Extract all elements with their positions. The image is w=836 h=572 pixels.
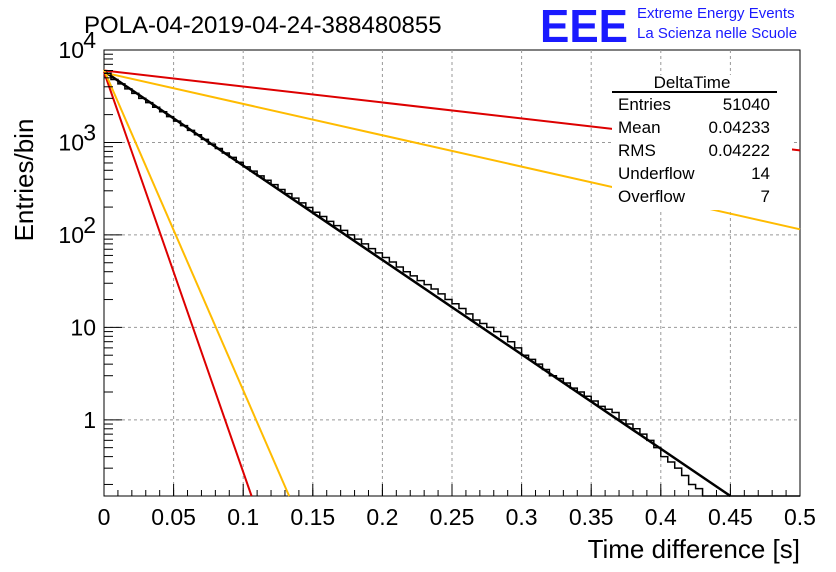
y-tick-label: 10 (58, 37, 84, 63)
logo-letters: EEE (540, 0, 628, 52)
x-tick-label: 0 (98, 504, 111, 530)
stats-label: RMS (618, 141, 656, 160)
stats-value: 0.04222 (709, 141, 770, 160)
stats-label: Underflow (618, 164, 695, 183)
stats-value: 7 (761, 187, 770, 206)
chart-title: POLA-04-2019-04-24-388480855 (84, 12, 442, 39)
x-tick-label: 0.5 (784, 504, 816, 530)
fit-curve (103, 69, 291, 497)
stats-label: Overflow (618, 187, 686, 206)
x-axis-title: Time difference [s] (588, 534, 800, 564)
x-tick-label: 0.3 (506, 504, 538, 530)
eee-logo: EEE Extreme Energy Events La Scienza nel… (540, 0, 797, 52)
stats-value: 14 (751, 164, 770, 183)
stats-box: DeltaTime Entries 51040 Mean 0.04233 RMS 0.04… (612, 73, 792, 210)
logo-line-1: Extreme Energy Events (637, 5, 795, 22)
fit-curve (103, 71, 253, 497)
x-tick-label: 0.45 (708, 504, 753, 530)
logo-line-2: La Scienza nelle Scuole (637, 25, 797, 42)
stats-value: 0.04233 (709, 118, 770, 137)
stats-label: Mean (618, 118, 661, 137)
stats-title: DeltaTime (654, 73, 731, 92)
histogram-step (104, 72, 800, 497)
y-tick-label: 10 (58, 222, 84, 248)
x-tick-label: 0.15 (290, 504, 335, 530)
y-tick-exponent: 3 (83, 119, 96, 145)
y-tick-label: 10 (58, 129, 84, 155)
y-tick-exponent: 4 (83, 27, 96, 53)
x-tick-label: 0.35 (569, 504, 614, 530)
histogram (104, 72, 800, 497)
x-axis: 0 0.05 0.1 0.15 0.2 0.25 0.3 0.35 0.4 0.45 0.5 (98, 484, 816, 530)
y-tick-label: 1 (83, 407, 96, 433)
y-axis-title: Entries/bin (9, 119, 39, 242)
stats-rows: Entries 51040 Mean 0.04233 RMS 0.04222 Underfl… (618, 95, 770, 206)
y-tick-label: 10 (70, 314, 96, 340)
x-tick-label: 0.25 (430, 504, 475, 530)
x-tick-label: 0.4 (645, 504, 677, 530)
stats-value: 51040 (723, 95, 770, 114)
y-tick-exponent: 2 (83, 212, 96, 238)
x-tick-label: 0.2 (366, 504, 398, 530)
stats-label: Entries (618, 95, 671, 114)
x-tick-label: 0.05 (151, 504, 196, 530)
x-tick-label: 0.1 (227, 504, 259, 530)
